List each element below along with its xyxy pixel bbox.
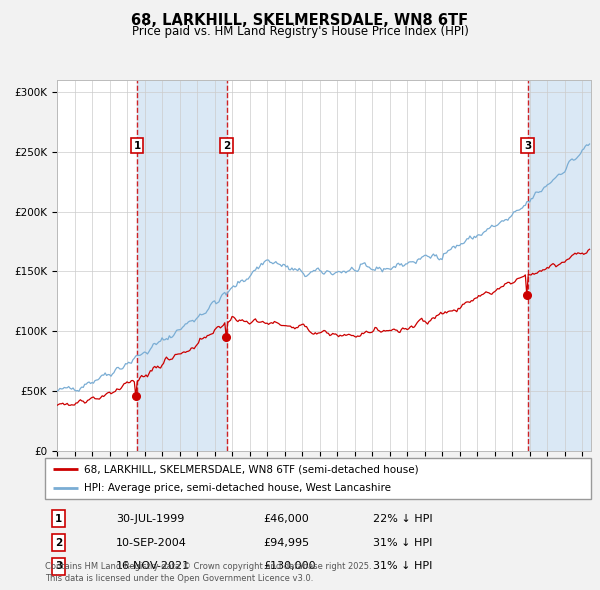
FancyBboxPatch shape <box>45 458 591 499</box>
Text: 31% ↓ HPI: 31% ↓ HPI <box>373 537 432 548</box>
Text: £46,000: £46,000 <box>263 514 309 523</box>
Text: 68, LARKHILL, SKELMERSDALE, WN8 6TF: 68, LARKHILL, SKELMERSDALE, WN8 6TF <box>131 13 469 28</box>
Text: Contains HM Land Registry data © Crown copyright and database right 2025.
This d: Contains HM Land Registry data © Crown c… <box>45 562 371 583</box>
Text: 22% ↓ HPI: 22% ↓ HPI <box>373 514 432 523</box>
Text: 1: 1 <box>55 514 62 523</box>
Text: 2: 2 <box>55 537 62 548</box>
Text: 31% ↓ HPI: 31% ↓ HPI <box>373 562 432 571</box>
Text: £130,000: £130,000 <box>263 562 316 571</box>
Text: 1: 1 <box>134 140 141 150</box>
Text: Price paid vs. HM Land Registry's House Price Index (HPI): Price paid vs. HM Land Registry's House … <box>131 25 469 38</box>
Bar <box>527 80 591 451</box>
Text: 10-SEP-2004: 10-SEP-2004 <box>116 537 187 548</box>
Text: HPI: Average price, semi-detached house, West Lancashire: HPI: Average price, semi-detached house,… <box>85 483 391 493</box>
Text: 30-JUL-1999: 30-JUL-1999 <box>116 514 184 523</box>
Text: 3: 3 <box>55 562 62 571</box>
Text: 68, LARKHILL, SKELMERSDALE, WN8 6TF (semi-detached house): 68, LARKHILL, SKELMERSDALE, WN8 6TF (sem… <box>85 464 419 474</box>
Text: £94,995: £94,995 <box>263 537 310 548</box>
Text: 16-NOV-2021: 16-NOV-2021 <box>116 562 190 571</box>
Text: 3: 3 <box>524 140 531 150</box>
Bar <box>137 80 227 451</box>
Text: 2: 2 <box>223 140 230 150</box>
